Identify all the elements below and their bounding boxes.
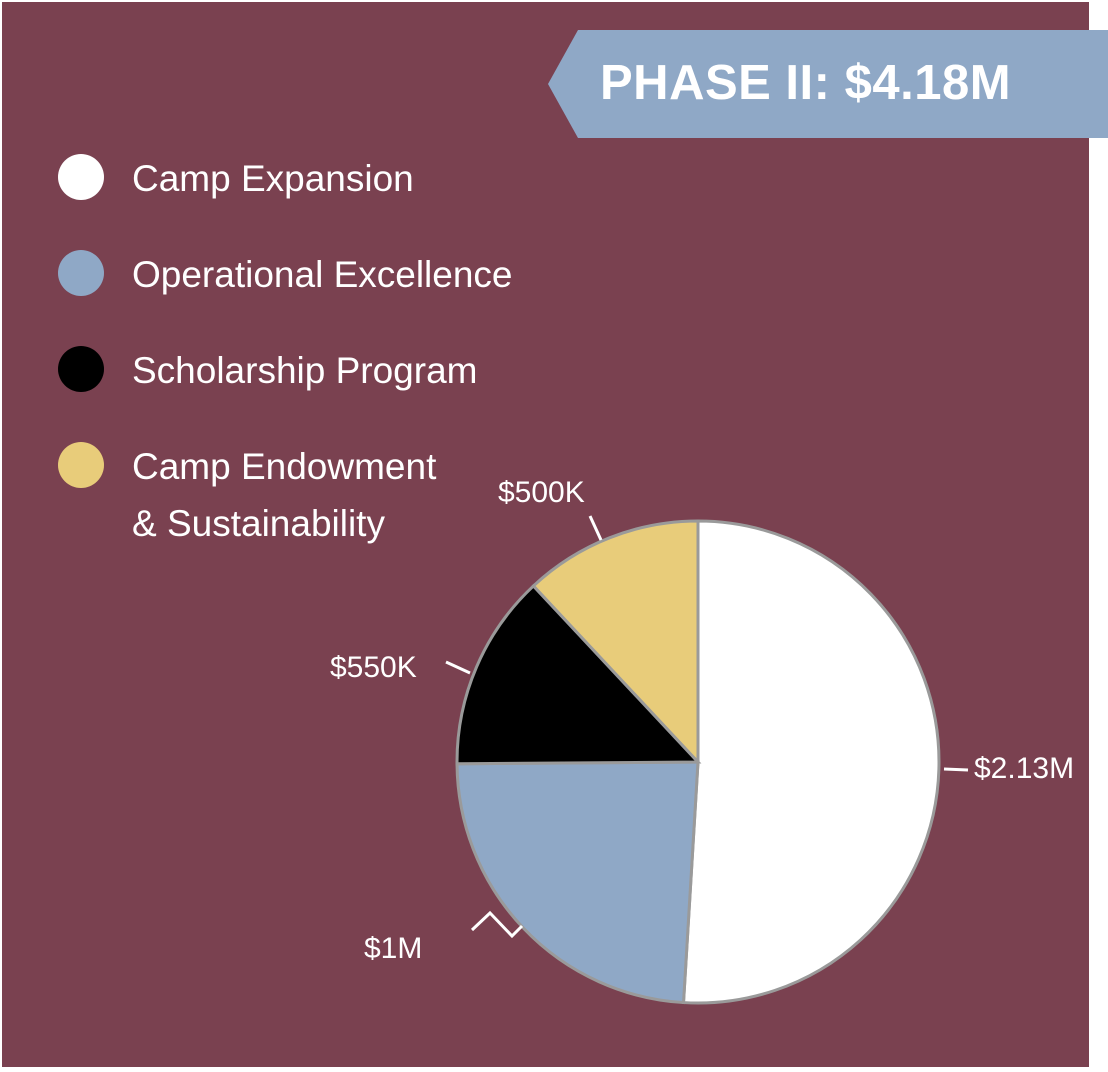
banner-title: PHASE II: $4.18M [600, 56, 1012, 110]
legend-label-operational-excellence: Operational Excellence [132, 254, 513, 295]
legend-label-camp-endowment: Camp Endowment & Sustainability [132, 438, 436, 552]
pie-slice-camp-expansion [681, 519, 941, 1005]
legend-swatch-camp-endowment [58, 442, 104, 488]
pie-slice-operational-excellence [455, 760, 700, 1005]
data-label-operational-excellence: $1M [364, 932, 422, 965]
pie-slice-camp-endowment [531, 519, 700, 766]
data-label-camp-endowment: $500K [498, 476, 585, 509]
banner-shape [548, 30, 1108, 138]
leader-line-camp-expansion [943, 767, 969, 772]
leader-line-camp-endowment [588, 515, 603, 541]
legend-label-camp-endowment-line2: & Sustainability [132, 503, 385, 544]
phase-banner: PHASE II: $4.18M [548, 30, 1108, 138]
legend-swatch-camp-expansion [58, 154, 104, 200]
legend-label-camp-expansion: Camp Expansion [132, 158, 414, 199]
legend-swatch-operational-excellence [58, 250, 104, 296]
legend-swatch-scholarship-program [58, 346, 104, 392]
legend-label-camp-endowment-line1: Camp Endowment [132, 446, 437, 487]
leader-line-scholarship-program [445, 660, 471, 675]
legend-label-scholarship-program: Scholarship Program [132, 350, 478, 391]
data-label-scholarship-program: $550K [330, 651, 417, 684]
data-label-camp-expansion: $2.13M [974, 752, 1074, 785]
pie-slice-scholarship-program [455, 583, 702, 766]
leader-line-operational-excellence [470, 910, 524, 939]
banner-arrow-shape [548, 30, 1108, 138]
